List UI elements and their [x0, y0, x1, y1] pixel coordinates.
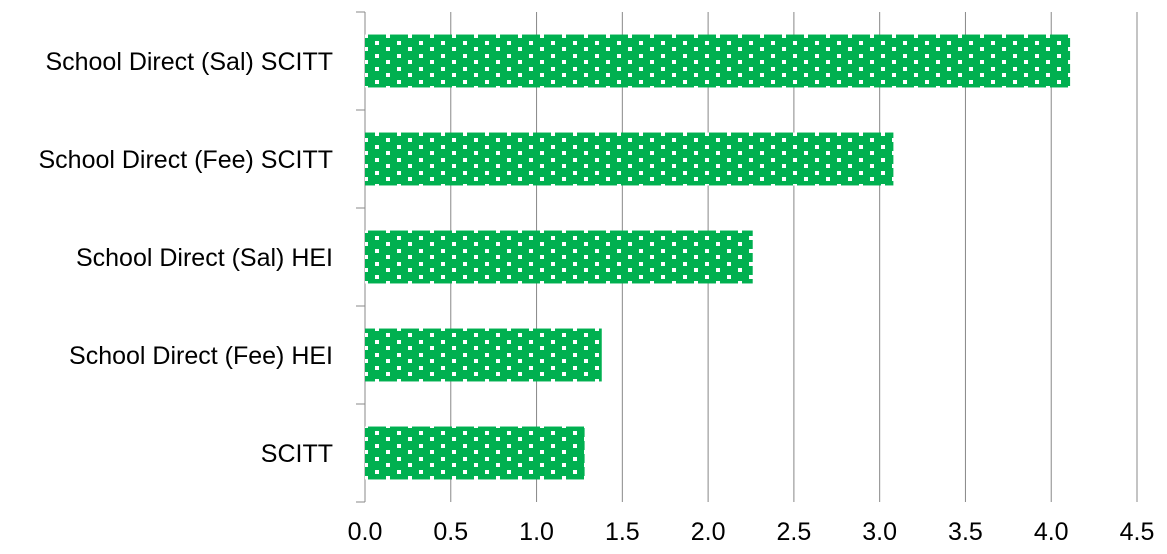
x-tick-label: 0.0	[348, 518, 383, 546]
labels: 0.0 0.5 1.0 1.5 2.0 2.5 3.0 3.5 4.0 4.5 School Dir…	[38, 48, 1154, 546]
category-label: School Direct (Sal) SCITT	[45, 48, 333, 76]
x-tick-label: 4.5	[1120, 518, 1155, 546]
bars	[365, 34, 1071, 480]
category-label: School Direct (Fee) SCITT	[38, 146, 333, 174]
x-tick-label: 2.0	[691, 518, 726, 546]
x-tick-label: 2.5	[777, 518, 812, 546]
x-tick-label: 4.0	[1034, 518, 1069, 546]
x-tick-label: 1.5	[605, 518, 640, 546]
axes	[356, 11, 366, 503]
bar	[365, 132, 894, 186]
bar	[365, 34, 1071, 88]
x-tick-label: 0.5	[433, 518, 468, 546]
gridlines	[450, 12, 1138, 502]
bar	[365, 230, 753, 284]
x-tick-label: 3.5	[948, 518, 983, 546]
category-label: SCITT	[261, 440, 333, 468]
bar	[365, 426, 585, 480]
category-label: School Direct (Sal) HEI	[76, 244, 333, 272]
x-tick-label: 1.0	[519, 518, 554, 546]
category-label: School Direct (Fee) HEI	[69, 342, 333, 370]
x-tick-label: 3.0	[862, 518, 897, 546]
bar	[365, 328, 602, 382]
